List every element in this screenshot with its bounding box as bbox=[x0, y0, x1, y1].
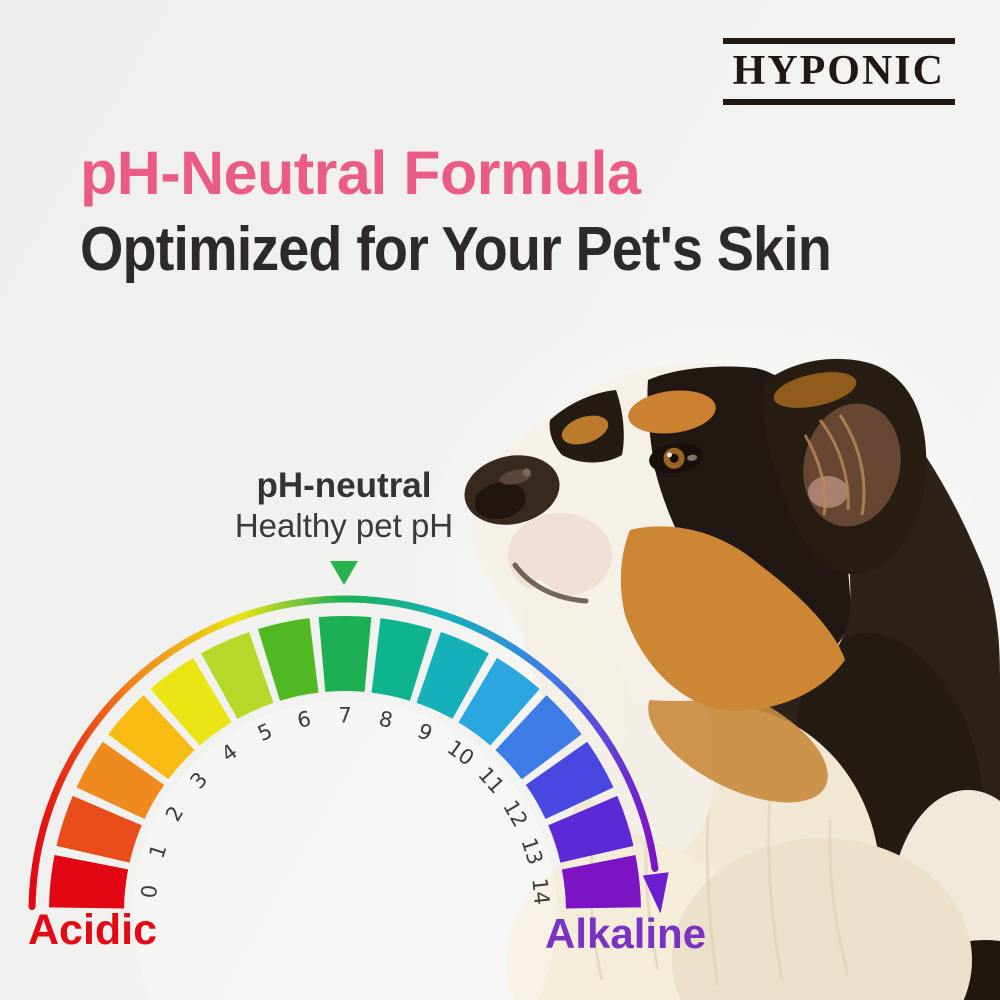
gauge-segment-ph-14 bbox=[561, 855, 641, 909]
gauge-segment-ph-6 bbox=[257, 618, 319, 701]
dog-eyebrow-tan bbox=[628, 390, 716, 434]
down-triangle-icon bbox=[330, 560, 358, 585]
gauge-segment-ph-3 bbox=[108, 695, 195, 780]
dog-chest-right bbox=[672, 838, 972, 1000]
ph-gauge: 0 1 2 3 4 5 6 7 8 9 10 11 12 13 14 bbox=[0, 560, 700, 1000]
dog-brow-tan-left bbox=[561, 415, 609, 445]
gauge-segment-ph-7 bbox=[318, 616, 372, 692]
gauge-segment-ph-12 bbox=[525, 741, 614, 819]
gauge-segment-ph-5 bbox=[201, 631, 274, 719]
gauge-segment-ph-1 bbox=[56, 795, 142, 863]
dog-nose bbox=[464, 455, 560, 525]
dog-cheek-tan bbox=[620, 526, 845, 711]
headline-main: Optimized for Your Pet's Skin bbox=[80, 215, 832, 284]
gauge-segment-ph-9 bbox=[416, 631, 489, 719]
dog-mouth-line bbox=[512, 562, 589, 604]
gauge-arrowhead bbox=[642, 872, 669, 914]
brand-logo: HYPONIC bbox=[722, 38, 955, 105]
gauge-segment-ph-4 bbox=[150, 658, 232, 746]
gauge-tick-7: 7 bbox=[338, 703, 351, 727]
ph-pointer-title: pH-neutral bbox=[256, 466, 432, 505]
gauge-tick-6: 6 bbox=[295, 707, 313, 733]
gauge-segment-ph-2 bbox=[76, 741, 165, 819]
gauge-segment-ph-0 bbox=[49, 855, 129, 909]
dog-photo bbox=[464, 358, 1000, 1000]
ph-pointer-callout: pH-neutral Healthy pet pH bbox=[194, 466, 494, 585]
dog-neck-tan bbox=[648, 681, 828, 803]
gauge-tick-8: 8 bbox=[377, 707, 395, 733]
dog-muzzle-shading bbox=[508, 513, 612, 597]
dog-chin-white bbox=[523, 578, 631, 762]
dog-eye bbox=[649, 442, 703, 474]
acidic-label: Acidic bbox=[28, 906, 158, 954]
gauge-segment-ph-10 bbox=[458, 658, 540, 746]
gauge-tick-0: 0 bbox=[137, 884, 162, 900]
headline-accent: pH-Neutral Formula bbox=[80, 139, 641, 207]
alkaline-label: Alkaline bbox=[545, 910, 707, 957]
dog-ear-pink bbox=[808, 476, 848, 508]
gauge-segment-ph-13 bbox=[548, 795, 634, 863]
gauge-segment-ph-11 bbox=[495, 695, 582, 780]
gauge-gradient-arc bbox=[28, 595, 659, 911]
ph-pointer-subtitle: Healthy pet pH bbox=[234, 507, 454, 545]
dog-ear-wisps bbox=[803, 414, 866, 516]
gauge-tick-14: 14 bbox=[527, 877, 554, 906]
gauge-inner-disc bbox=[133, 700, 557, 1000]
gauge-segment-ph-8 bbox=[371, 618, 433, 701]
dog-ear-tan-top bbox=[773, 372, 857, 408]
